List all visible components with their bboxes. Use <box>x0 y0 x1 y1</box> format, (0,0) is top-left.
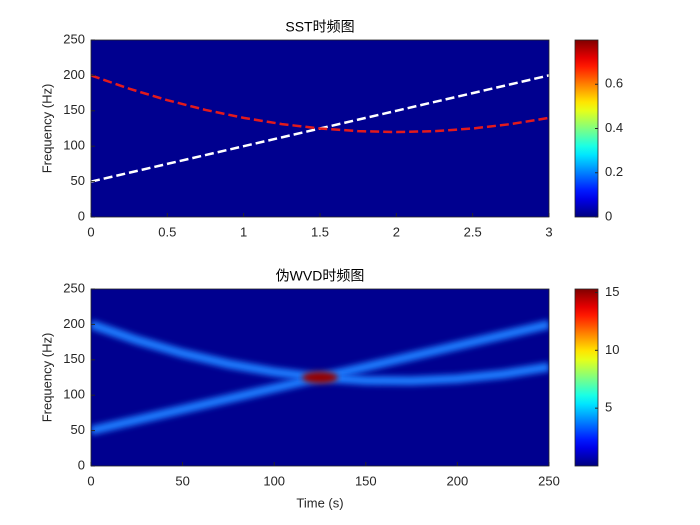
y-tick-label: 50 <box>71 422 85 437</box>
colorbar-tick-label: 0 <box>605 208 612 223</box>
y-tick-label: 50 <box>71 173 85 188</box>
x-tick-label: 200 <box>447 473 469 488</box>
y-tick-label: 100 <box>63 138 85 153</box>
y-tick-label: 100 <box>63 387 85 402</box>
y-tick-label: 150 <box>63 351 85 366</box>
ridge <box>91 74 549 134</box>
chart-title: SST时频图 <box>285 19 354 35</box>
y-tick-label: 0 <box>78 457 85 472</box>
x-tick-label: 1.5 <box>311 224 329 239</box>
x-tick-label: 250 <box>538 473 560 488</box>
x-axis-label: Time (s) <box>296 495 343 510</box>
y-tick-label: 200 <box>63 316 85 331</box>
colorbar-tick-label: 10 <box>605 342 619 357</box>
y-tick-label: 250 <box>63 31 85 46</box>
y-tick-label: 250 <box>63 280 85 295</box>
peak <box>302 371 338 384</box>
x-tick-label: 50 <box>175 473 189 488</box>
colorbar-tick-label: 15 <box>605 284 619 299</box>
x-tick-label: 2 <box>393 224 400 239</box>
x-tick-label: 100 <box>263 473 285 488</box>
colorbar-tick-label: 5 <box>605 400 612 415</box>
x-tick-label: 2.5 <box>464 224 482 239</box>
x-tick-label: 0 <box>87 473 94 488</box>
y-tick-label: 200 <box>63 67 85 82</box>
plot-content <box>91 74 549 183</box>
colorbar <box>574 288 599 467</box>
x-tick-label: 150 <box>355 473 377 488</box>
y-axis-label: Frequency (Hz) <box>39 84 54 174</box>
axes-box <box>90 288 550 467</box>
colorbar-tick-label: 0.6 <box>605 76 623 91</box>
y-axis-label: Frequency (Hz) <box>39 333 54 423</box>
colorbar-tick-label: 0.2 <box>605 164 623 179</box>
chart-title: 伪WVD时频图 <box>276 268 365 284</box>
plot-content <box>91 320 549 435</box>
y-tick-label: 0 <box>78 208 85 223</box>
x-tick-label: 0 <box>87 224 94 239</box>
colorbar-tick-label: 0.4 <box>605 120 623 135</box>
colorbar <box>574 39 599 218</box>
x-tick-label: 1 <box>240 224 247 239</box>
x-tick-label: 3 <box>545 224 552 239</box>
x-tick-label: 0.5 <box>158 224 176 239</box>
y-tick-label: 150 <box>63 102 85 117</box>
